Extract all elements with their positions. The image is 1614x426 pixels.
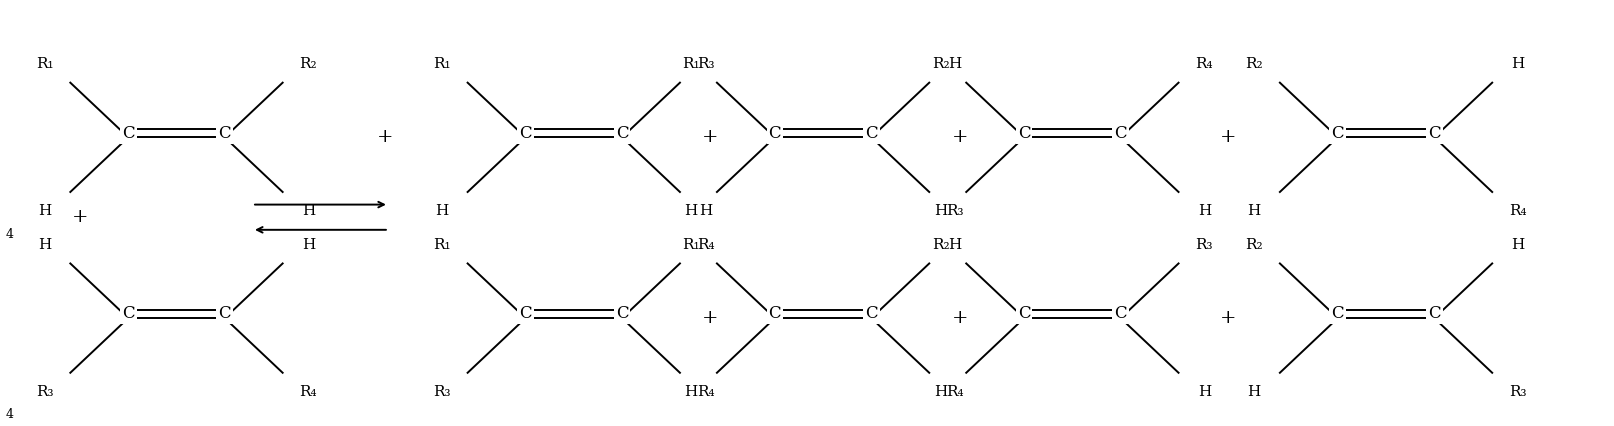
Text: R₃: R₃	[1509, 385, 1527, 399]
Text: +: +	[952, 309, 968, 327]
Text: R₂: R₂	[931, 238, 949, 251]
Text: H: H	[949, 57, 962, 71]
Text: H: H	[302, 238, 315, 251]
Text: R₃: R₃	[1196, 238, 1214, 251]
Text: C: C	[1114, 305, 1127, 322]
Text: R₁: R₁	[36, 57, 53, 71]
Text: +: +	[1220, 128, 1236, 146]
Text: +: +	[378, 128, 394, 146]
Text: H: H	[1198, 204, 1210, 218]
Text: H: H	[39, 238, 52, 251]
Text: R₄: R₄	[697, 385, 715, 399]
Text: R₄: R₄	[1509, 204, 1527, 218]
Text: C: C	[615, 305, 628, 322]
Text: C: C	[1332, 125, 1344, 141]
Text: R₃: R₃	[946, 204, 964, 218]
Text: H: H	[1248, 385, 1261, 399]
Text: R₄: R₄	[300, 385, 318, 399]
Text: R₄: R₄	[697, 238, 715, 251]
Text: C: C	[1018, 125, 1030, 141]
Text: C: C	[615, 125, 628, 141]
Text: H: H	[302, 204, 315, 218]
Text: C: C	[768, 125, 781, 141]
Text: R₂: R₂	[1246, 238, 1264, 251]
Text: +: +	[952, 128, 968, 146]
Text: C: C	[1018, 305, 1030, 322]
Text: H: H	[935, 204, 947, 218]
Text: H: H	[684, 385, 697, 399]
Text: C: C	[1332, 305, 1344, 322]
Text: R₁: R₁	[683, 238, 700, 251]
Text: H: H	[39, 204, 52, 218]
Text: R₄: R₄	[946, 385, 964, 399]
Text: H: H	[1198, 385, 1210, 399]
Text: 4: 4	[5, 227, 13, 241]
Text: H: H	[684, 204, 697, 218]
Text: C: C	[1114, 125, 1127, 141]
Text: R₁: R₁	[433, 57, 450, 71]
Text: R₄: R₄	[1196, 57, 1214, 71]
Text: +: +	[702, 309, 718, 327]
Text: 4: 4	[5, 408, 13, 421]
Text: C: C	[218, 305, 231, 322]
Text: C: C	[123, 305, 134, 322]
Text: R₃: R₃	[36, 385, 53, 399]
Text: +: +	[71, 208, 89, 226]
Text: C: C	[768, 305, 781, 322]
Text: C: C	[865, 305, 878, 322]
Text: R₃: R₃	[433, 385, 450, 399]
Text: C: C	[123, 125, 134, 141]
Text: R₁: R₁	[683, 57, 700, 71]
Text: R₁: R₁	[433, 238, 450, 251]
Text: +: +	[702, 128, 718, 146]
Text: H: H	[436, 204, 449, 218]
Text: C: C	[865, 125, 878, 141]
Text: H: H	[699, 204, 712, 218]
Text: H: H	[949, 238, 962, 251]
Text: C: C	[218, 125, 231, 141]
Text: C: C	[520, 305, 533, 322]
Text: C: C	[520, 125, 533, 141]
Text: +: +	[1220, 309, 1236, 327]
Text: H: H	[1511, 57, 1525, 71]
Text: C: C	[1428, 125, 1441, 141]
Text: H: H	[935, 385, 947, 399]
Text: R₃: R₃	[697, 57, 715, 71]
Text: R₂: R₂	[931, 57, 949, 71]
Text: R₂: R₂	[300, 57, 318, 71]
Text: R₂: R₂	[1246, 57, 1264, 71]
Text: H: H	[1511, 238, 1525, 251]
Text: C: C	[1428, 305, 1441, 322]
Text: H: H	[1248, 204, 1261, 218]
